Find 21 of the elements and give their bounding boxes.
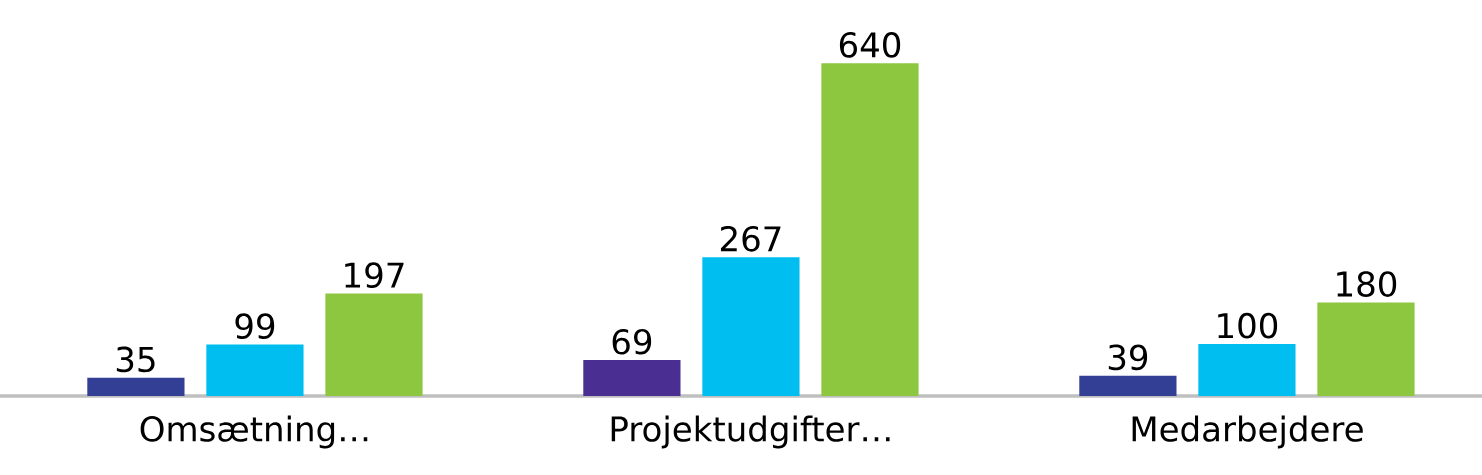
data-label: 35 xyxy=(116,346,155,373)
bar xyxy=(702,257,800,396)
x-tick-label: Medarbejdere xyxy=(1132,415,1363,449)
bar xyxy=(87,377,185,396)
bar xyxy=(583,360,681,396)
bar xyxy=(1079,375,1177,396)
bar xyxy=(1317,302,1415,396)
data-label: 100 xyxy=(1218,312,1278,339)
data-label: 39 xyxy=(1108,344,1148,371)
x-tick-label: Projektudgifter… xyxy=(611,415,890,449)
data-label: 267 xyxy=(720,225,781,252)
bar xyxy=(206,344,304,396)
data-label: 640 xyxy=(839,31,901,58)
x-tick-label: Omsætning… xyxy=(140,415,368,449)
data-label: 197 xyxy=(345,262,404,289)
bar xyxy=(325,293,423,396)
data-label: 99 xyxy=(235,313,275,340)
data-label: 69 xyxy=(612,328,652,355)
data-label: 180 xyxy=(1337,271,1397,297)
bar xyxy=(821,63,919,396)
bar xyxy=(1198,344,1296,396)
